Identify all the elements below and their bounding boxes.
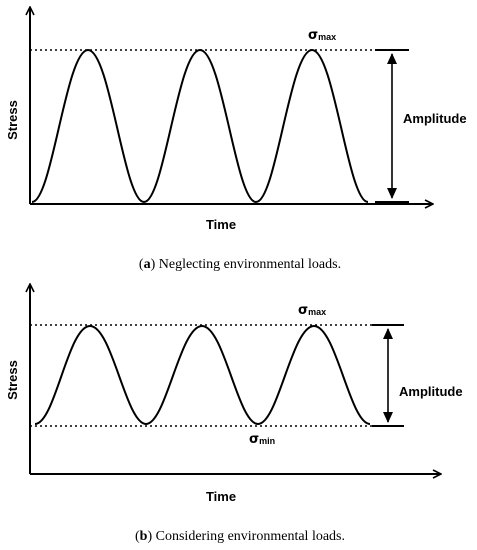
panel-a-x-axis-label: Time [206,217,236,232]
panel-b-sigma-max-sub: max [308,307,326,317]
panel-b-sigma-max-label: σmax [298,303,326,318]
panel-a-sigma-sub: max [318,32,336,42]
panel-a-stress-wave [31,48,369,204]
panel-b-sigma-min-sub: min [259,436,275,446]
panel-a-sigma-max-label: σmax [308,28,336,43]
panel-a-caption-letter: a [144,257,151,272]
panel-a-y-axis-label: Stress [5,100,20,140]
panel-b-sigma-min-symbol: σ [249,432,259,447]
panel-a-caption: (a) Neglecting environmental loads. [139,257,341,272]
panel-b-caption-letter: b [140,529,148,544]
panel-b-x-axis-label: Time [206,489,236,504]
panel-b-caption-text: Considering environmental loads. [152,529,345,544]
panel-a-sigma-symbol: σ [308,28,318,43]
panel-b: Stress Time σmax σmin Amplitude (b) Cons… [5,285,463,544]
panel-b-stress-wave [34,324,371,426]
panel-a-caption-text: Neglecting environmental loads. [155,257,341,272]
panel-b-amplitude-label: Amplitude [399,384,463,399]
panel-b-sigma-min-label: σmin [249,432,275,447]
panel-b-caption: (b) Considering environmental loads. [135,529,345,544]
panel-b-y-axis-label: Stress [5,360,20,400]
panel-b-sigma-max-symbol: σ [298,303,308,318]
panel-a-amplitude-label: Amplitude [403,111,467,126]
panel-a: Stress Time σmax Amplitude (a) Neglectin… [5,8,467,272]
